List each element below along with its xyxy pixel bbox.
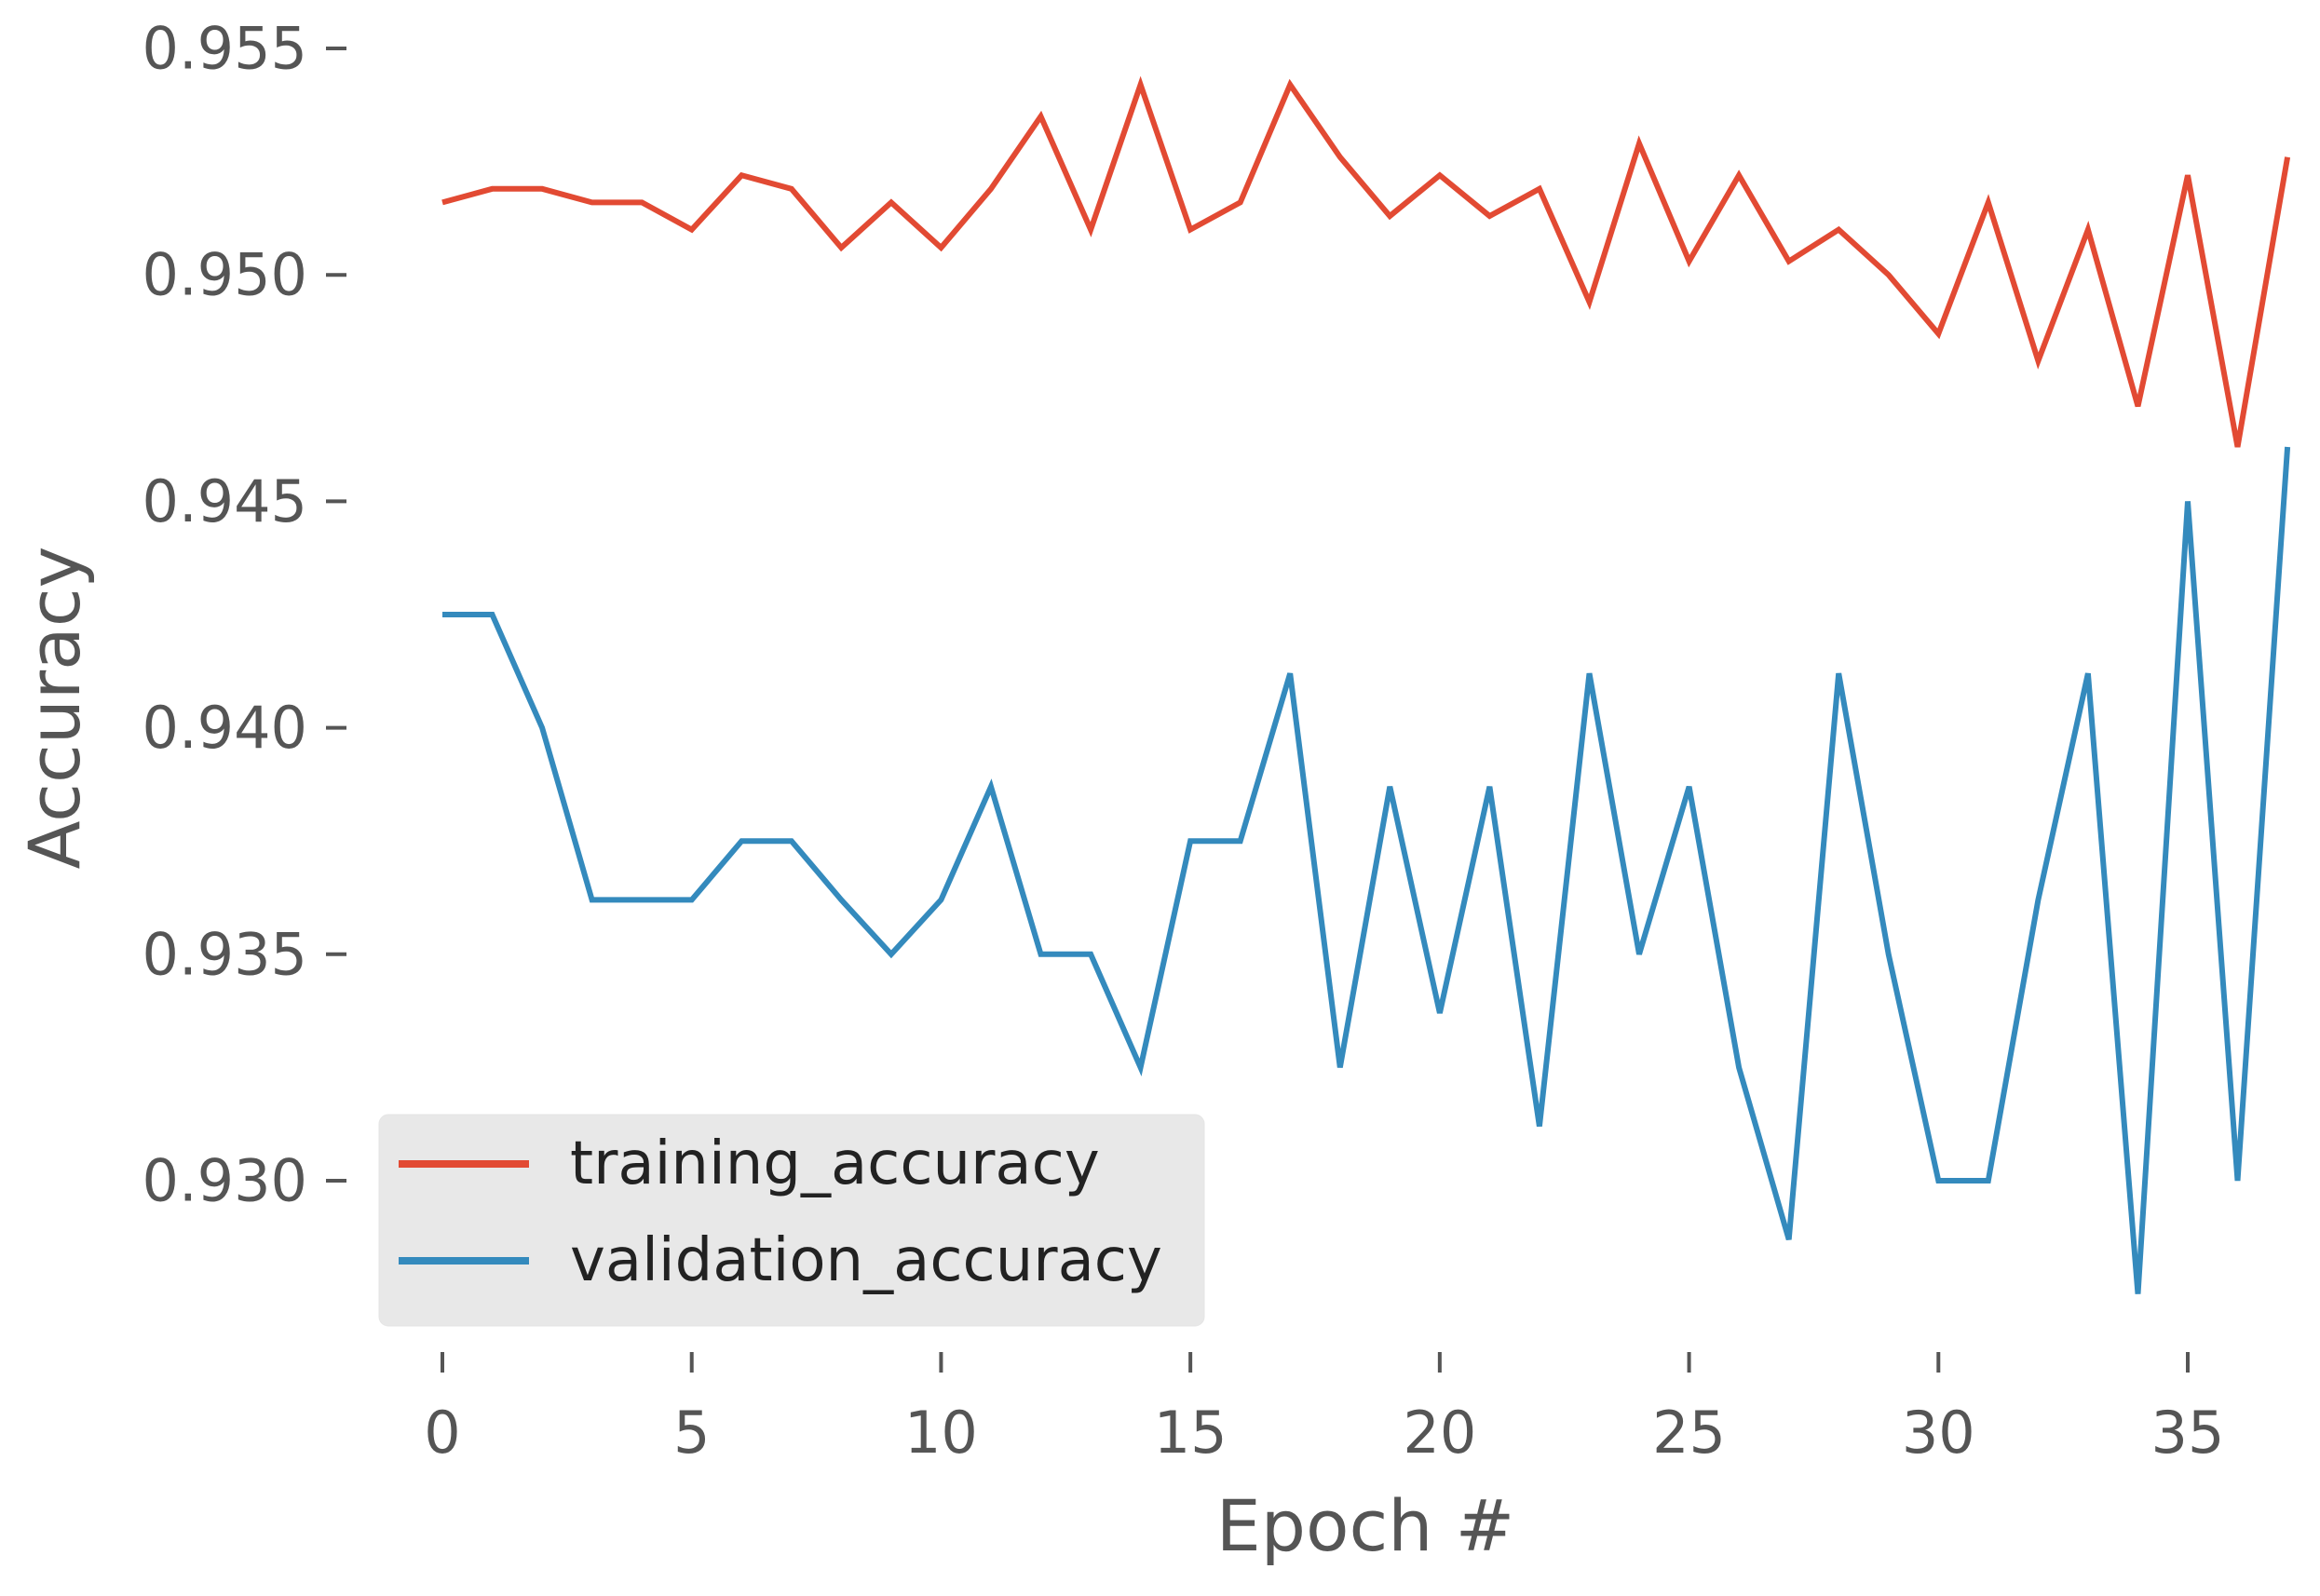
x-tick-label: 35 <box>2151 1399 2225 1467</box>
series-layer <box>441 75 2291 1294</box>
y-tick-label: 0.955 <box>142 15 308 83</box>
y-axis-label: Accuracy <box>13 547 96 870</box>
x-tick-label: 25 <box>1652 1399 1726 1467</box>
y-tick-label: 0.930 <box>142 1147 308 1215</box>
x-tick-label: 0 <box>424 1399 460 1467</box>
x-tick-label: 30 <box>1902 1399 1975 1467</box>
y-tick-label: 0.945 <box>142 467 308 535</box>
legend-label-training: training_accuracy <box>570 1129 1100 1198</box>
y-tick-label: 0.950 <box>142 241 308 309</box>
y-tick-label: 0.935 <box>142 920 308 988</box>
series-line-training-accuracy <box>441 75 2291 448</box>
x-tick-label: 5 <box>673 1399 710 1467</box>
y-tick-label: 0.940 <box>142 694 308 762</box>
series-line-validation-accuracy <box>442 446 2291 1294</box>
legend: training_accuracy validation_accuracy <box>378 1114 1205 1327</box>
legend-box <box>378 1114 1205 1327</box>
x-axis: 0 5 10 15 20 25 30 35 <box>424 1352 2224 1467</box>
y-axis: 0.930 0.935 0.940 0.945 0.950 0.955 <box>142 15 346 1215</box>
legend-label-validation: validation_accuracy <box>570 1226 1162 1295</box>
x-tick-label: 20 <box>1403 1399 1476 1467</box>
x-axis-label: Epoch # <box>1216 1484 1515 1567</box>
x-tick-label: 10 <box>904 1399 978 1467</box>
x-tick-label: 15 <box>1154 1399 1228 1467</box>
